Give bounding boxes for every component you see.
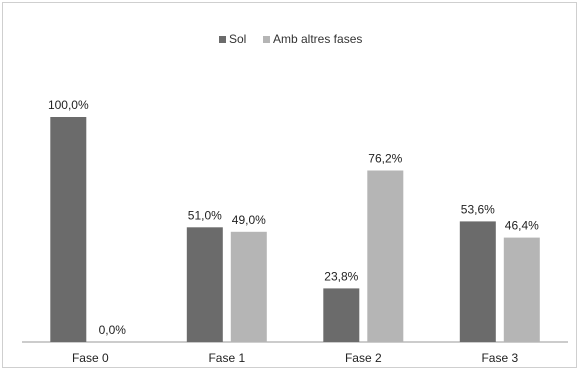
bar-sol-fase-3 <box>459 221 496 342</box>
data-label-amb-altres-fases-fase-3: 46,4% <box>505 219 539 233</box>
legend-label-sol: Sol <box>229 32 246 46</box>
bars: 100,0% 0,0% 51,0% 49,0% 23,8% 76,2% 53,6% 46,4% <box>48 98 540 343</box>
bar-sol-fase-2 <box>323 288 360 342</box>
legend-swatch-sol <box>219 36 226 43</box>
x-tick-label-fase-3: Fase 3 <box>481 351 518 365</box>
bar-sol-fase-1 <box>186 227 223 343</box>
data-label-sol-fase-3: 53,6% <box>461 202 495 216</box>
data-label-sol-fase-1: 51,0% <box>188 208 222 222</box>
legend: Sol Amb altres fases <box>219 32 362 46</box>
data-label-sol-fase-0: 100,0% <box>48 98 89 112</box>
data-label-sol-fase-2: 23,8% <box>324 269 358 283</box>
legend-swatch-amb-altres-fases <box>263 36 270 43</box>
x-tick-labels: Fase 0 Fase 1 Fase 2 Fase 3 <box>72 351 519 365</box>
x-tick-label-fase-1: Fase 1 <box>208 351 245 365</box>
bar-sol-fase-0 <box>50 117 87 342</box>
data-label-amb-altres-fases-fase-1: 49,0% <box>232 213 266 227</box>
data-label-amb-altres-fases-fase-0: 0,0% <box>99 323 127 337</box>
x-tick-label-fase-2: Fase 2 <box>345 351 382 365</box>
data-label-amb-altres-fases-fase-2: 76,2% <box>368 152 402 166</box>
legend-label-amb-altres-fases: Amb altres fases <box>273 32 362 46</box>
bar-amb-altres-fases-fase-1 <box>230 231 267 343</box>
bar-amb-altres-fases-fase-2 <box>367 170 404 342</box>
x-tick-label-fase-0: Fase 0 <box>72 351 109 365</box>
bar-amb-altres-fases-fase-3 <box>503 237 540 342</box>
